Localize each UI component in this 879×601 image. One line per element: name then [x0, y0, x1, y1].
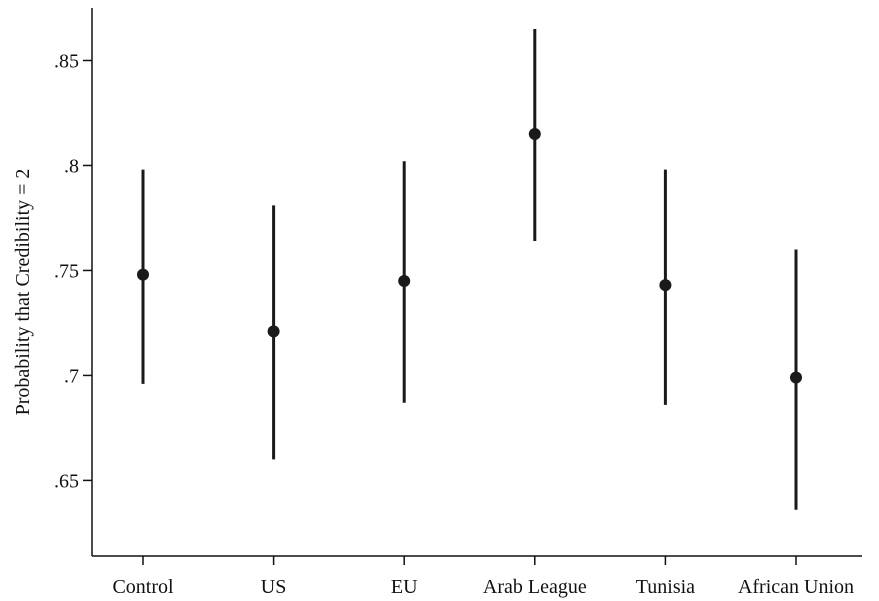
y-tick-label: .75	[54, 260, 79, 282]
y-tick-label: .65	[54, 470, 79, 492]
y-tick-label: .85	[54, 50, 79, 72]
x-tick-label: African Union	[738, 576, 854, 598]
y-ticks: .65 .7 .75 .8 .85	[54, 50, 92, 492]
y-tick-label: .7	[64, 365, 79, 387]
point-estimates	[137, 127, 802, 384]
estimate-point	[398, 274, 411, 287]
estimate-point	[528, 127, 541, 140]
estimate-point	[659, 279, 672, 292]
x-tick-label: US	[261, 576, 287, 598]
x-tick-label: EU	[391, 576, 418, 598]
estimate-point	[137, 268, 149, 281]
x-tick-label: Control	[112, 576, 174, 598]
x-ticks: Control US EU Arab League Tunisia African Uni…	[112, 556, 854, 598]
y-axis-title: Probability that Credibility = 2	[12, 169, 34, 416]
confidence-intervals	[141, 28, 798, 510]
y-tick-label: .8	[64, 155, 79, 177]
x-tick-label: Tunisia	[636, 576, 695, 598]
axes	[91, 8, 862, 557]
estimate-point	[267, 325, 280, 338]
estimate-point	[790, 371, 802, 384]
x-tick-label: Arab League	[483, 576, 587, 598]
